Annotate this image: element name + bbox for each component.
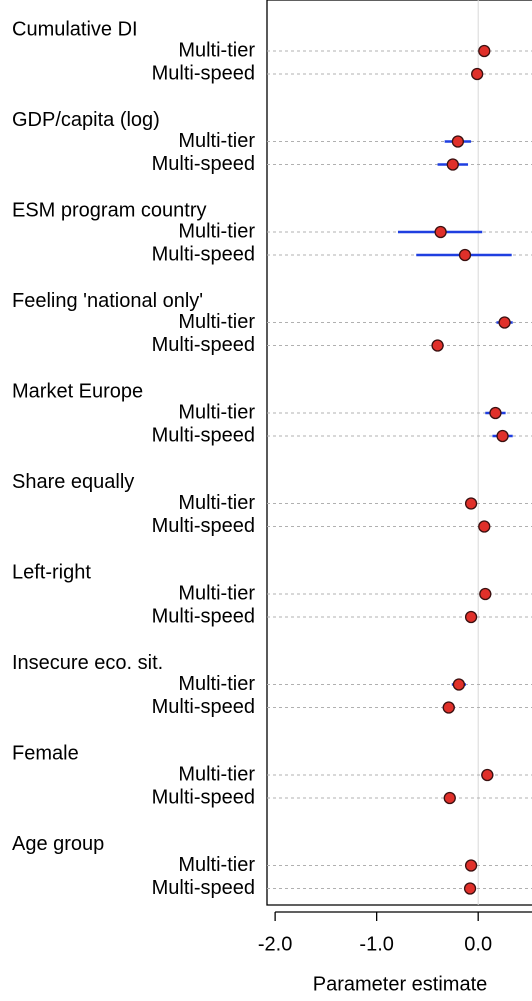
- estimate-point: [464, 497, 478, 510]
- estimate-point: [431, 339, 444, 352]
- estimate-point: [479, 587, 492, 601]
- row-label: Multi-speed: [152, 877, 255, 899]
- x-tick-label: 0.0: [464, 933, 492, 955]
- estimate-point: [458, 248, 472, 262]
- estimate-point: [489, 406, 502, 420]
- group-label: ESM program country: [12, 199, 207, 221]
- group-label: Share equally: [12, 471, 134, 493]
- row-label: Multi-speed: [152, 62, 255, 84]
- row-label: Multi-tier: [178, 763, 255, 785]
- x-tick-label: -2.0: [258, 933, 292, 955]
- row-label: Multi-tier: [178, 492, 255, 514]
- group-label: Female: [12, 742, 79, 764]
- estimate-point: [498, 316, 511, 329]
- group-label: Left-right: [12, 561, 91, 583]
- estimate-point: [434, 225, 447, 239]
- row-label: Multi-speed: [152, 424, 255, 446]
- estimate-point: [446, 158, 459, 171]
- row-label: Multi-speed: [152, 243, 255, 265]
- row-label: Multi-tier: [178, 220, 255, 242]
- estimate-point: [464, 859, 478, 872]
- group-label: Market Europe: [12, 380, 143, 402]
- estimate-point: [471, 67, 484, 81]
- estimate-point: [496, 429, 509, 443]
- group-label: GDP/capita (log): [12, 109, 160, 131]
- estimate-point: [481, 768, 494, 782]
- estimate-point: [464, 610, 478, 624]
- estimate-point: [463, 882, 477, 895]
- estimate-point: [478, 520, 491, 533]
- group-label: Insecure eco. sit.: [12, 652, 163, 674]
- row-label: Multi-tier: [178, 401, 255, 423]
- estimate-point: [443, 791, 456, 805]
- row-label: Multi-tier: [178, 582, 255, 604]
- plot-frame: [266, 0, 532, 906]
- x-axis-label: Parameter estimate: [313, 973, 488, 995]
- row-label: Multi-speed: [152, 605, 255, 627]
- row-label: Multi-speed: [152, 696, 255, 718]
- x-tick-label: -1.0: [359, 933, 393, 955]
- estimate-point: [442, 701, 455, 714]
- group-label: Feeling 'national only': [12, 290, 203, 312]
- row-label: Multi-tier: [178, 673, 255, 695]
- row-label: Multi-speed: [152, 786, 255, 808]
- row-label: Multi-speed: [152, 153, 255, 175]
- estimate-point: [478, 44, 491, 58]
- row-label: Multi-tier: [178, 311, 255, 333]
- row-label: Multi-tier: [178, 854, 255, 876]
- estimate-point: [452, 678, 466, 691]
- row-label: Multi-speed: [152, 515, 255, 537]
- row-label: Multi-speed: [152, 334, 255, 356]
- row-label: Multi-tier: [178, 130, 255, 152]
- group-label: Age group: [12, 833, 104, 855]
- group-label: Cumulative DI: [12, 18, 138, 40]
- row-label: Multi-tier: [178, 39, 255, 61]
- estimate-point: [451, 135, 465, 148]
